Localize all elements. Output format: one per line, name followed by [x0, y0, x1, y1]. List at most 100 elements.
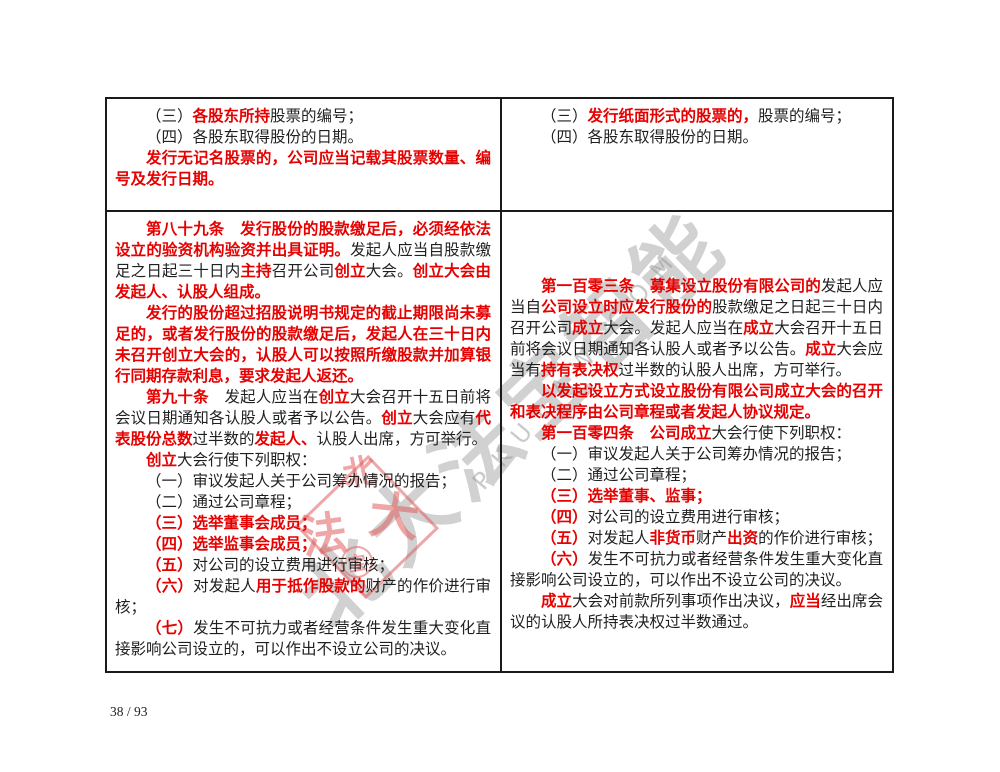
law-paragraph: 发行的股份超过招股说明书规定的截止期限尚未募足的，或者发行股份的股款缴足后，发起… [115, 303, 491, 387]
highlighted-text-run: （五） [146, 556, 193, 574]
text-run: 对公司的设立费用进行审核； [192, 557, 395, 574]
text-run: 大会。发起人应当在 [603, 320, 744, 337]
highlighted-text-run: 第一百零三条 募集设立股份有限公司的 [541, 277, 821, 295]
law-paragraph: （五）对公司的设立费用进行审核； [115, 555, 491, 576]
text-run: （一）审议发起人关于公司筹办情况的报告； [146, 473, 457, 490]
law-paragraph: 成立大会对前款所列事项作出决议，应当经出席会议的认股人所持表决权过半数通过。 [510, 591, 883, 633]
law-paragraph: （七）发生不可抗力或者经营条件发生重大变化直接影响公司设立的，可以作出不设立公司… [115, 618, 491, 660]
text-run: 股款缴足之日起三十日内召开公司 [510, 299, 883, 337]
text-run: 大会应当有 [510, 341, 883, 379]
law-comparison-table: （三）各股东所持股票的编号； （四）各股东取得股份的日期。 发行无记名股票的，公司应… [105, 97, 894, 673]
text-run: （四）各股东取得股份的日期。 [541, 129, 759, 146]
highlighted-text-run: 发行的股份超过招股说明书规定的截止期限尚未募足的，或者发行股份的股款缴足后，发起… [115, 304, 491, 385]
law-paragraph: 发行无记名股票的，公司应当记载其股票数量、编号及发行日期。 [115, 148, 491, 190]
text-run: 财产的作价进行审核； [115, 578, 491, 616]
highlighted-text-run: 创立 [334, 262, 366, 280]
text-run: （二）通过公司章程； [146, 494, 302, 511]
highlighted-text-run: 创立 [146, 451, 178, 469]
highlighted-text-run: 非货币 [649, 529, 697, 547]
highlighted-text-run: 持有表决权 [541, 361, 619, 379]
highlighted-text-run: （六） [146, 577, 194, 595]
highlighted-text-run: （三）选举董事会成员； [146, 514, 317, 532]
text-run: （三） [541, 108, 588, 125]
highlighted-text-run: 代表股份总数 [115, 409, 491, 448]
law-paragraph: （三）各股东所持股票的编号； [115, 106, 491, 127]
law-paragraph: 第九十条 发起人应当在创立大会召开十五日前将会议日期通知各认股人或者予以公告。创… [115, 387, 491, 450]
text-run: 经出席会议的认股人所持表决权过半数通过。 [510, 593, 883, 631]
highlighted-text-run: 发行纸面形式的股票的， [587, 107, 759, 125]
text-run: （三） [146, 108, 193, 125]
law-paragraph: （三）发行纸面形式的股票的，股票的编号； [510, 106, 883, 127]
text-run: 大会召开十五日前将会议日期通知各认股人或者予以公告。 [115, 389, 491, 427]
text-run: 过半数的认股人出席，方可举行。 [618, 362, 852, 379]
highlighted-text-run: 成立 [805, 340, 837, 358]
highlighted-text-run: 成立 [541, 592, 573, 610]
highlighted-text-run: 用于抵作股款的 [255, 577, 366, 595]
text-run: 发起人应当在 [224, 389, 319, 406]
law-paragraph: （四）各股东取得股份的日期。 [115, 127, 491, 148]
highlighted-text-run: 第八十九条 发行股份的股款缴足后，必须经依法设立的验资机构验资并出具证明。 [115, 220, 491, 259]
law-paragraph: 创立大会行使下列职权： [115, 450, 491, 471]
law-paragraph: 第八十九条 发行股份的股款缴足后，必须经依法设立的验资机构验资并出具证明。发起人… [115, 219, 491, 303]
table-cell-old-law-row1: （三）各股东所持股票的编号； （四）各股东取得股份的日期。发行无记名股票的，公司应… [107, 99, 502, 212]
text-run: 对公司的设立费用进行审核； [587, 509, 790, 526]
text-run: 发生不可抗力或者经营条件发生重大变化直接影响公司设立的，可以作出不设立公司的决议… [115, 620, 491, 658]
law-paragraph: （四）选举监事会成员； [115, 534, 491, 555]
law-paragraph: （四）各股东取得股份的日期。 [510, 127, 883, 148]
table-cell-new-law-row2: 第一百零三条 募集设立股份有限公司的发起人应当自公司设立时应发行股份的股款缴足之… [502, 212, 892, 671]
law-paragraph: （三）选举董事会成员； [115, 513, 491, 534]
text-run: 过半数的 [192, 431, 255, 448]
highlighted-text-run: 发起人、 [254, 430, 317, 448]
text-run: 大会召开十五日前将会议日期通知各认股人或者予以公告。 [510, 320, 883, 358]
text-run: （四）各股东取得股份的日期。 [146, 129, 364, 146]
highlighted-text-run: 第一百零四条 公司成立 [541, 424, 712, 442]
text-run: 对发起人 [193, 578, 256, 595]
highlighted-text-run: 应当 [789, 592, 821, 610]
text-run: 对发起人 [587, 530, 650, 547]
text-run: 大会应有 [412, 410, 476, 427]
table-cell-new-law-row1: （三）发行纸面形式的股票的，股票的编号； （四）各股东取得股份的日期。 [502, 99, 892, 212]
highlighted-text-run: 发行无记名股票的，公司应当记载其股票数量、编号及发行日期。 [115, 149, 491, 188]
highlighted-text-run: 创立大会由发起人、认股人组成。 [115, 262, 491, 301]
text-run: 大会。 [365, 263, 413, 280]
text-run: 认股人出席，方可举行。 [316, 431, 488, 448]
text-run: 股票的编号； [270, 108, 364, 125]
law-paragraph: （二）通过公司章程； [510, 465, 883, 486]
highlighted-text-run: （三）选举董事、监事； [541, 487, 712, 505]
text-run: 召开公司 [271, 263, 335, 280]
highlighted-text-run: （六） [541, 550, 588, 568]
highlighted-text-run: （四）选举监事会成员； [146, 535, 317, 553]
highlighted-text-run: （四） [541, 508, 588, 526]
highlighted-text-run: 各股东所持 [192, 107, 271, 125]
text-run: 的作价进行审核； [758, 530, 883, 547]
highlighted-text-run: 创立 [381, 409, 413, 427]
law-paragraph: （一）审议发起人关于公司筹办情况的报告； [510, 444, 883, 465]
highlighted-text-run: 主持 [240, 262, 272, 280]
text-run: 财产 [696, 530, 728, 547]
law-paragraph: （五）对发起人非货币财产出资的作价进行审核； [510, 528, 883, 549]
law-paragraph: （四）对公司的设立费用进行审核； [510, 507, 883, 528]
law-paragraph: （六）对发起人用于抵作股款的财产的作价进行审核； [115, 576, 491, 618]
text-run: （二）通过公司章程； [541, 467, 697, 484]
text-run: （一）审议发起人关于公司筹办情况的报告； [541, 446, 852, 463]
law-paragraph: （六）发生不可抗力或者经营条件发生重大变化直接影响公司设立的，可以作出不设立公司… [510, 549, 883, 591]
law-paragraph: 第一百零三条 募集设立股份有限公司的发起人应当自公司设立时应发行股份的股款缴足之… [510, 276, 883, 381]
text-run: 股票的编号； [758, 108, 852, 125]
law-paragraph: 以发起设立方式设立股份有限公司成立大会的召开和表决程序由公司章程或者发起人协议规… [510, 381, 883, 423]
highlighted-text-run: 公司设立时应发行股份的 [541, 298, 713, 316]
highlighted-text-run: 出资 [727, 529, 759, 547]
highlighted-text-run: 成立 [743, 319, 775, 337]
text-run: 大会对前款所列事项作出决议， [572, 593, 790, 610]
law-paragraph: 第一百零四条 公司成立大会行使下列职权： [510, 423, 883, 444]
highlighted-text-run: 创立 [318, 388, 350, 406]
law-paragraph: （一）审议发起人关于公司筹办情况的报告； [115, 471, 491, 492]
law-paragraph: （三）选举董事、监事； [510, 486, 883, 507]
highlighted-text-run: （五） [541, 529, 588, 547]
highlighted-text-run: （七） [146, 619, 194, 637]
highlighted-text-run: 第九十条 [146, 388, 225, 406]
text-run: 发起人应当自 [510, 278, 883, 316]
text-run: 大会行使下列职权： [711, 425, 852, 442]
highlighted-text-run: 成立 [572, 319, 604, 337]
text-run: 发生不可抗力或者经营条件发生重大变化直接影响公司设立的，可以作出不设立公司的决议… [510, 551, 883, 589]
